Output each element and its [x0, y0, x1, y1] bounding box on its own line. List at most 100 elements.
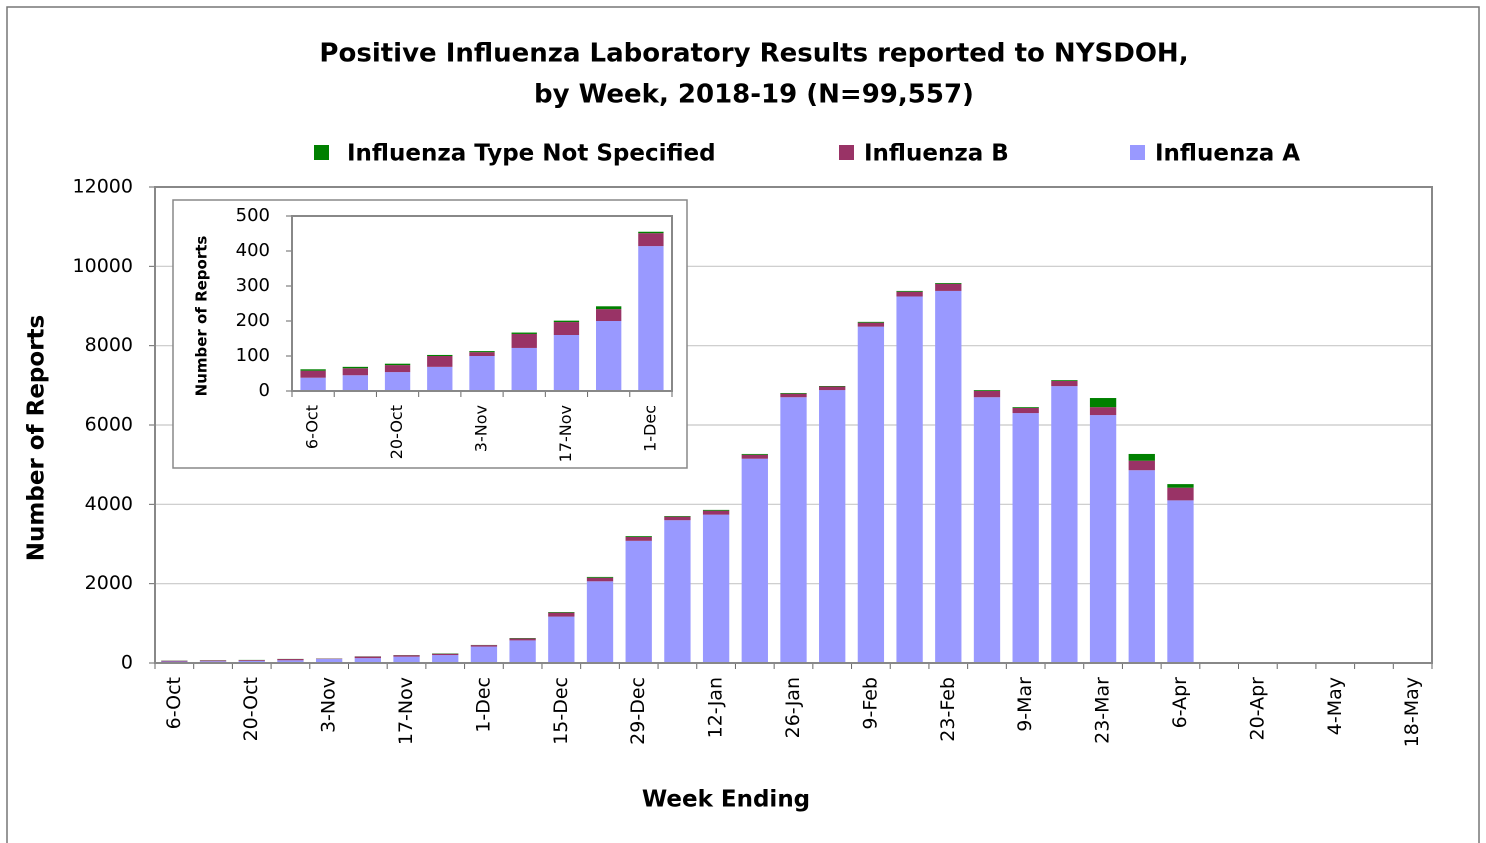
x-axis-title: Week Ending: [642, 787, 810, 813]
bar-segment: [277, 660, 304, 663]
x-tick-label: 20-Apr: [1246, 677, 1268, 741]
bar-segment: [586, 577, 614, 582]
bar-segment: [427, 354, 453, 356]
bar-segment: [702, 514, 730, 663]
bar-segment: [427, 356, 453, 367]
bar-segment: [596, 321, 622, 391]
bar-segment: [638, 233, 664, 247]
bar-segment: [315, 659, 343, 663]
bar-segment: [1167, 500, 1194, 663]
bar-segment: [509, 640, 536, 663]
bar-segment: [1012, 407, 1039, 414]
bar-segment: [596, 309, 622, 321]
bar-segment: [741, 454, 768, 459]
bar-segment: [819, 386, 846, 387]
bar-segment: [1051, 380, 1078, 387]
x-tick-label: 6-Oct: [303, 405, 322, 449]
bar-segment: [638, 246, 664, 391]
chart-title: by Week, 2018-19 (N=99,557): [534, 80, 974, 110]
bar-segment: [548, 612, 575, 613]
bar-segment: [896, 296, 923, 663]
bar-segment: [935, 282, 962, 284]
bar-segment: [638, 231, 664, 234]
bar-segment: [741, 458, 768, 663]
bar-segment: [432, 653, 459, 656]
bar-segment: [596, 306, 622, 310]
bar-segment: [300, 369, 326, 371]
y-tick-label: 12000: [73, 176, 133, 198]
x-tick-label: 3-Nov: [318, 677, 340, 733]
bar-segment: [511, 347, 537, 391]
bar-segment: [199, 660, 227, 662]
bar-segment: [427, 366, 453, 391]
y-tick-label: 0: [121, 652, 133, 674]
legend-swatch: [1130, 145, 1145, 160]
bar-segment: [1128, 460, 1155, 471]
bar-segment: [342, 375, 368, 391]
bar-segment: [553, 335, 580, 391]
y-tick-label: 300: [236, 275, 270, 296]
bar-segment: [896, 291, 923, 297]
y-tick-label: 0: [259, 380, 270, 401]
x-tick-label: 23-Mar: [1092, 677, 1114, 744]
bar-segment: [384, 365, 411, 373]
bar-segment: [857, 322, 885, 327]
x-tick-label: 15-Dec: [550, 677, 572, 745]
bar-segment: [1089, 407, 1117, 416]
bar-segment: [548, 616, 575, 663]
legend-label: Influenza A: [1155, 141, 1300, 167]
chart-title: Positive Influenza Laboratory Results re…: [319, 39, 1188, 69]
bar-segment: [511, 332, 537, 334]
bar-segment: [1128, 470, 1155, 663]
bar-segment: [780, 397, 807, 663]
bar-segment: [625, 536, 652, 541]
bar-segment: [664, 516, 691, 517]
bar-segment: [161, 660, 188, 662]
bar-segment: [1167, 487, 1194, 501]
x-tick-label: 4-May: [1324, 677, 1346, 735]
plot-frame: [291, 215, 673, 392]
x-tick-label: 18-May: [1401, 677, 1423, 747]
bar-segment: [819, 386, 846, 391]
bar-segment: [469, 351, 495, 353]
bar-segment: [300, 370, 326, 378]
x-tick-label: 29-Dec: [627, 677, 649, 745]
bar-segment: [469, 356, 495, 391]
bar-segment: [896, 290, 923, 292]
bar-segment: [586, 581, 614, 663]
bar-segment: [238, 660, 265, 663]
bar-segment: [973, 390, 1001, 391]
x-tick-label: 1-Dec: [640, 405, 659, 452]
bar-segment: [342, 366, 368, 369]
x-tick-label: 12-Jan: [705, 677, 727, 738]
bar-segment: [393, 655, 420, 657]
x-tick-label: 9-Mar: [1014, 677, 1036, 732]
x-tick-label: 23-Feb: [937, 677, 959, 742]
x-tick-label: 6-Oct: [163, 677, 185, 729]
y-tick-label: 200: [236, 310, 270, 331]
bar-segment: [1012, 413, 1039, 663]
bar-segment: [1051, 380, 1078, 381]
x-tick-label: 3-Nov: [472, 405, 491, 452]
y-tick-label: 100: [236, 345, 270, 366]
x-tick-label: 20-Oct: [240, 677, 262, 741]
inset-y-axis-title: Number of Reports: [193, 236, 211, 397]
x-tick-label: 17-Nov: [395, 677, 417, 745]
bar-segment: [470, 645, 498, 647]
x-tick-label: 17-Nov: [556, 405, 575, 462]
bar-segment: [393, 656, 420, 663]
bar-segment: [342, 368, 368, 376]
y-axis-title: Number of Reports: [24, 315, 50, 561]
y-tick-label: 6000: [85, 414, 133, 436]
bar-segment: [470, 646, 498, 663]
bar-segment: [625, 536, 652, 537]
bar-segment: [511, 333, 537, 348]
legend-swatch: [314, 145, 329, 160]
y-tick-label: 4000: [85, 493, 133, 515]
bar-segment: [1167, 484, 1194, 488]
bar-segment: [1051, 386, 1078, 663]
y-tick-label: 10000: [73, 255, 133, 277]
bar-segment: [469, 352, 495, 356]
legend-label: Influenza Type Not Specified: [347, 141, 716, 167]
